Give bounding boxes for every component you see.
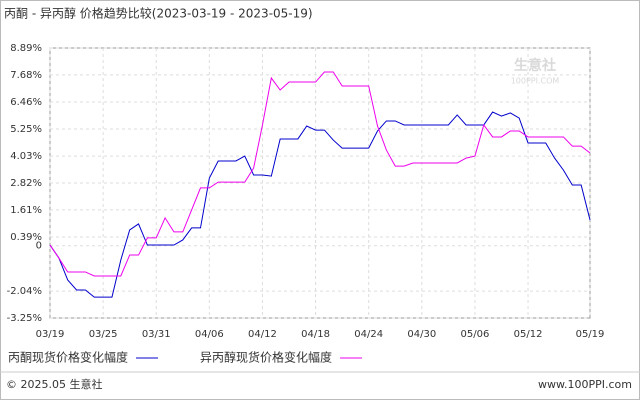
legend-label: 异丙醇现货价格变化幅度 [200, 350, 332, 365]
x-tick-label: 04/12 [248, 329, 277, 340]
x-tick-label: 04/06 [195, 329, 224, 340]
x-tick-label: 04/24 [354, 329, 383, 340]
y-tick-label: 0 [36, 241, 42, 252]
x-tick-label: 04/18 [301, 329, 330, 340]
footer-left: © 2025.05 生意社 [6, 377, 102, 391]
x-tick-label: 03/25 [89, 329, 118, 340]
y-tick-label: -3.25% [7, 313, 42, 324]
data-line [49, 111, 591, 298]
y-tick-label: 4.03% [10, 151, 42, 162]
data-line [49, 71, 591, 277]
x-tick-label: 05/06 [461, 329, 490, 340]
y-tick-label: 5.25% [10, 124, 42, 135]
y-tick-label: 0.39% [10, 232, 42, 243]
y-tick-label: 1.61% [10, 205, 42, 216]
y-tick-label: 8.89% [10, 43, 42, 54]
y-tick-label: -2.04% [7, 286, 42, 297]
x-tick-label: 05/12 [514, 329, 543, 340]
y-tick-label: 6.46% [10, 97, 42, 108]
legend-label: 丙酮现货价格变化幅度 [8, 350, 128, 365]
watermark: 100PPI.COM [511, 77, 560, 86]
y-tick-label: 2.82% [10, 178, 42, 189]
x-tick-label: 04/30 [407, 329, 436, 340]
x-tick-label: 03/19 [36, 329, 65, 340]
chart-title: 丙酮 - 异丙醇 价格趋势比较(2023-03-19 - 2023-05-19) [4, 6, 313, 21]
y-tick-label: 7.68% [10, 70, 42, 81]
x-tick-label: 03/31 [142, 329, 171, 340]
x-tick-label: 05/19 [576, 329, 605, 340]
footer-right: www.100PPI.com [538, 378, 632, 391]
watermark: 生意社 [514, 57, 556, 74]
